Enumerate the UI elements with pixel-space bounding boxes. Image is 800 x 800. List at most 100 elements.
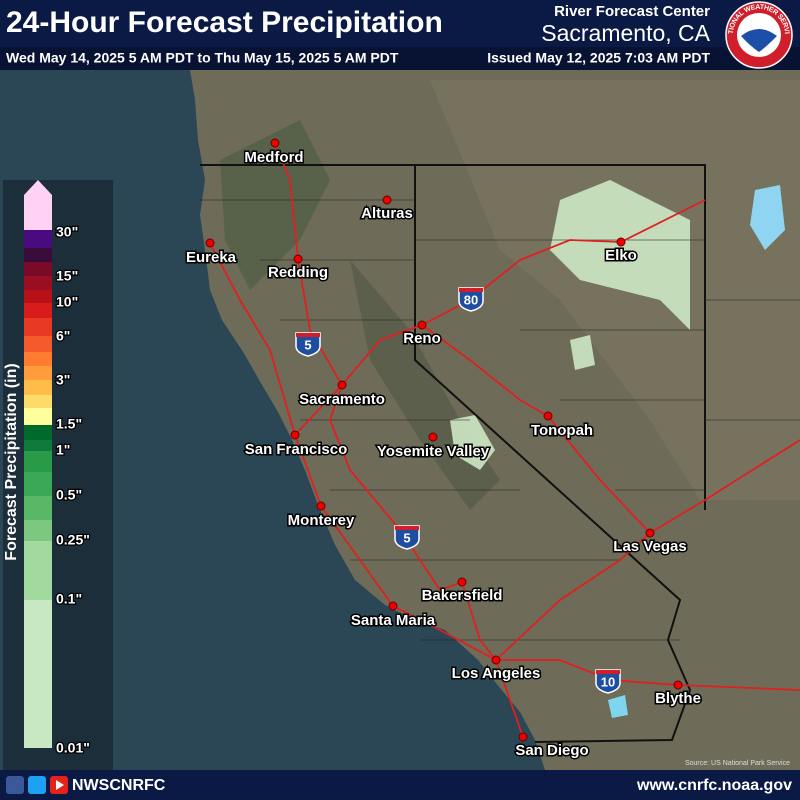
legend-title: Forecast Precipitation (in) (3, 363, 20, 560)
city-label: Alturas (361, 205, 413, 222)
interstate-shield (394, 525, 420, 550)
county-borders (200, 199, 800, 641)
legend-label: 1" (56, 442, 70, 458)
shield-top (395, 526, 419, 530)
city-marker (491, 655, 501, 665)
city-marker (382, 195, 392, 205)
footer-band (0, 770, 800, 800)
precip-area (550, 180, 690, 330)
legend-band (24, 336, 52, 352)
city-marker (518, 732, 528, 742)
legend-band (24, 395, 52, 408)
legend-label: 15" (56, 268, 78, 284)
city-label: Blythe (655, 690, 701, 707)
legend-band (24, 276, 52, 290)
legend-band (24, 290, 52, 303)
shield-number: 5 (304, 337, 311, 352)
city-label: Eureka (186, 249, 237, 266)
interstate-shield (295, 332, 321, 357)
header-subband (0, 47, 800, 70)
legend-band (24, 440, 52, 451)
city-label: San Francisco (245, 441, 348, 458)
legend: 30" 15" 10" 6" 3" 1.5" 1" 0.5" 0.25" 0.1" 0.01" Fo… (3, 180, 113, 770)
city-marker (316, 501, 326, 511)
city-marker (616, 237, 626, 247)
city-marker (428, 432, 438, 442)
legend-band (24, 262, 52, 276)
city-marker (673, 680, 683, 690)
city-label: Sacramento (299, 391, 385, 408)
city-marker (457, 577, 467, 587)
footer: NWSCNRFC www.cnrfc.noaa.gov (0, 770, 800, 800)
forest-shade (220, 120, 330, 290)
website[interactable]: www.cnrfc.noaa.gov (636, 777, 792, 794)
header: 24-Hour Forecast Precipitation Wed May 1… (0, 0, 800, 70)
legend-band (24, 408, 52, 425)
city-label: Las Vegas (613, 538, 686, 555)
precip-area (570, 335, 595, 370)
legend-band (24, 380, 52, 395)
shield-number: 10 (601, 674, 615, 689)
legend-panel (3, 180, 113, 770)
shield-top (296, 333, 320, 337)
city-marker (543, 411, 553, 421)
city-label: Elko (605, 247, 637, 264)
city-marker (417, 320, 427, 330)
shield-top (459, 288, 483, 292)
city-label: Bakersfield (422, 587, 503, 604)
lake (608, 695, 628, 718)
legend-band (24, 352, 52, 366)
play-glyph (56, 780, 64, 790)
social-handle[interactable]: NWSCNRFC (72, 777, 166, 794)
legend-label: 30" (56, 224, 78, 240)
shield-top (596, 670, 620, 674)
legend-label: 1.5" (56, 416, 82, 432)
city-marker (293, 254, 303, 264)
city-label: Medford (244, 149, 303, 166)
legend-band (24, 472, 52, 496)
legend-band (24, 451, 52, 472)
legend-band (24, 230, 52, 248)
legend-label: 6" (56, 328, 70, 344)
legend-band (24, 425, 52, 440)
twitter-icon[interactable] (28, 776, 46, 794)
map-source: Source: US National Park Service (685, 760, 790, 767)
legend-band (24, 600, 52, 748)
issued: Issued May 12, 2025 7:03 AM PDT (487, 50, 710, 66)
legend-band (24, 303, 52, 318)
legend-label: 0.25" (56, 532, 90, 548)
title: 24-Hour Forecast Precipitation (6, 6, 443, 39)
legend-label: 0.5" (56, 487, 82, 503)
legend-label: 0.01" (56, 740, 90, 756)
city-label: Reno (403, 330, 441, 347)
legend-label: 10" (56, 294, 78, 310)
city-label: Santa Maria (351, 612, 436, 629)
city-label: Los Angeles (452, 665, 541, 682)
legend-band (24, 496, 52, 520)
legend-band (24, 248, 52, 262)
city-label: Redding (268, 264, 328, 281)
city-label: Monterey (288, 512, 355, 529)
valid-period: Wed May 14, 2025 5 AM PDT to Thu May 15,… (6, 50, 399, 66)
legend-band (24, 318, 52, 336)
legend-arrow (24, 180, 52, 230)
legend-band (24, 520, 52, 541)
city-label: Yosemite Valley (377, 443, 490, 460)
map: 5 80 5 10 Medford Alturas Eureka Redding Elko Re… (184, 70, 800, 770)
facebook-icon[interactable] (6, 776, 24, 794)
legend-label: 0.1" (56, 591, 82, 607)
city-marker (290, 430, 300, 440)
city-marker (337, 380, 347, 390)
city-label: San Diego (515, 742, 588, 759)
legend-band (24, 366, 52, 380)
interstate-shield (458, 287, 484, 312)
city-label: Tonopah (531, 422, 593, 439)
legend-label: 3" (56, 372, 70, 388)
precip-area (450, 415, 495, 470)
interstate-shield (595, 669, 621, 694)
office-line2: Sacramento, CA (541, 20, 710, 46)
city-marker (645, 528, 655, 538)
lake (750, 185, 785, 250)
city-marker (270, 138, 280, 148)
